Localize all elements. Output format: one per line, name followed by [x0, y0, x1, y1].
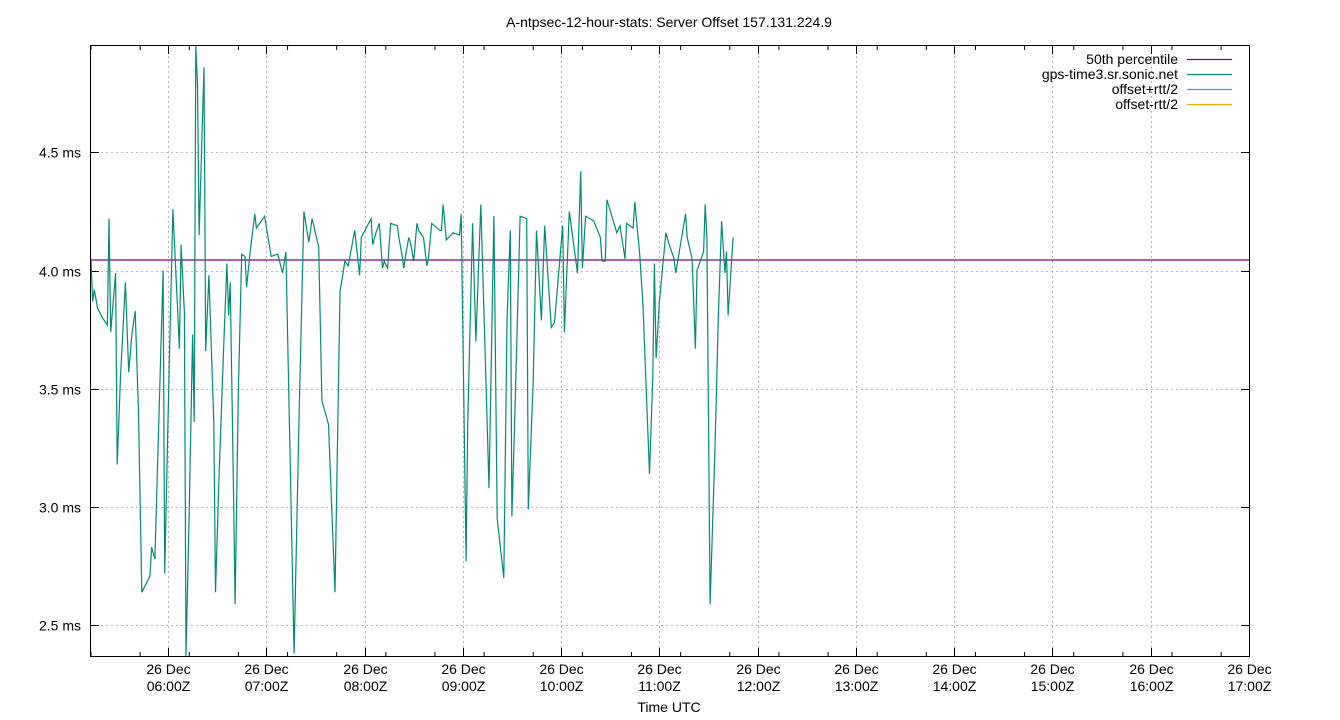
x-tick-label: 26 Dec [146, 661, 190, 677]
x-tick-label: 15:00Z [1031, 678, 1075, 694]
x-tick-label: 14:00Z [933, 678, 977, 694]
y-tick-label: 3.5 ms [39, 382, 81, 398]
x-tick-label: 26 Dec [1030, 661, 1074, 677]
plot-frame [90, 45, 1250, 657]
legend-label: offset+rtt/2 [1112, 81, 1178, 97]
y-tick-label: 2.5 ms [39, 618, 81, 634]
x-tick-label: 09:00Z [442, 678, 486, 694]
legend-label: gps-time3.sr.sonic.net [1042, 66, 1178, 82]
x-tick-label: 26 Dec [932, 661, 976, 677]
x-tick-label: 26 Dec [736, 661, 780, 677]
plot-series [91, 46, 1249, 656]
x-tick-label: 16:00Z [1130, 678, 1174, 694]
x-tick-label: 26 Dec [244, 661, 288, 677]
x-tick-label: 08:00Z [344, 678, 388, 694]
legend-label: 50th percentile [1086, 51, 1178, 67]
x-tick-label: 17:00Z [1228, 678, 1272, 694]
x-tick-label: 12:00Z [737, 678, 781, 694]
x-tick-label: 07:00Z [245, 678, 289, 694]
legend: 50th percentilegps-time3.sr.sonic.netoff… [1042, 51, 1232, 112]
x-tick-label: 26 Dec [343, 661, 387, 677]
x-tick-label: 26 Dec [637, 661, 681, 677]
x-tick-label: 26 Dec [441, 661, 485, 677]
y-tick-label: 4.5 ms [39, 145, 81, 161]
y-tick-label: 3.0 ms [39, 500, 81, 516]
grid [91, 46, 1250, 656]
x-tick-label: 13:00Z [835, 678, 879, 694]
x-tick-label: 26 Dec [539, 661, 583, 677]
x-tick-label: 26 Dec [1227, 661, 1271, 677]
x-tick-label: 06:00Z [147, 678, 191, 694]
y-tick-label: 4.0 ms [39, 264, 81, 280]
chart-title: A-ntpsec-12-hour-stats: Server Offset 15… [506, 14, 832, 30]
x-tick-label: 26 Dec [834, 661, 878, 677]
x-tick-label: 11:00Z [638, 678, 681, 694]
y-axis: 2.5 ms 3.0 ms 3.5 ms 4.0 ms 4.5 ms [39, 145, 1249, 634]
x-tick-label: 26 Dec [1129, 661, 1173, 677]
legend-label: offset-rtt/2 [1115, 96, 1178, 112]
series-line [91, 46, 734, 656]
x-tick-label: 10:00Z [540, 678, 584, 694]
x-axis-label: Time UTC [637, 699, 700, 715]
